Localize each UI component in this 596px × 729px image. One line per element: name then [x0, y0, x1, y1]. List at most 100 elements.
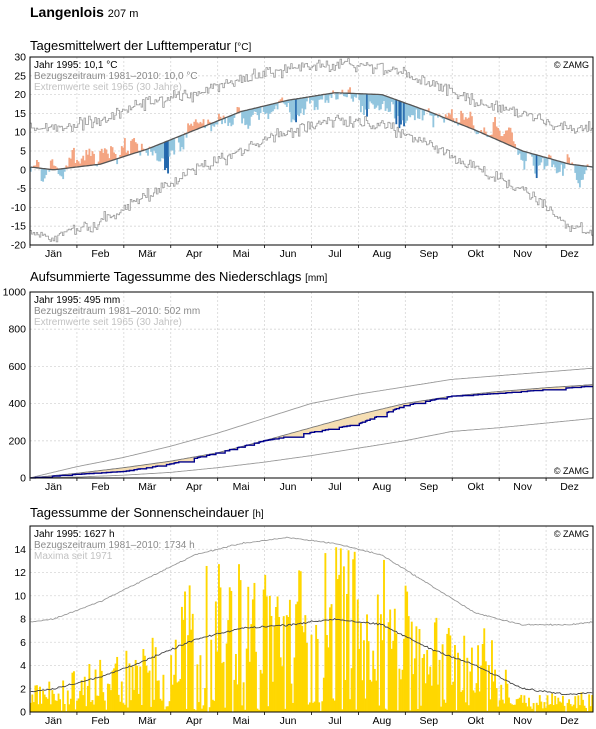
sunshine-ytick-label: 2: [20, 683, 26, 695]
temperature-day-bar: [106, 153, 109, 162]
sunshine-day-bar: [548, 704, 550, 712]
temperature-day-bar: [358, 93, 361, 101]
sunshine-day-bar: [350, 668, 353, 712]
sunshine-day-bar: [484, 661, 487, 712]
temperature-day-bar: [309, 96, 311, 104]
temperature-day-bar: [395, 99, 398, 125]
sunshine-day-bar: [474, 692, 476, 712]
temperature-day-bar: [29, 167, 32, 172]
temperature-day-bar: [470, 116, 473, 129]
sunshine-day-bar: [535, 702, 538, 712]
sunshine-day-bar: [120, 681, 123, 712]
sunshine-day-bar: [367, 641, 370, 712]
sunshine-day-bar: [82, 695, 85, 712]
sunshine-day-bar: [230, 590, 233, 712]
sunshine-day-bar: [52, 693, 55, 712]
sunshine-day-bar: [77, 698, 80, 712]
sunshine-day-bar: [355, 709, 358, 712]
temperature-day-bar: [489, 135, 492, 137]
temperature-day-bar: [469, 111, 472, 129]
sunshine-day-bar: [46, 698, 49, 712]
sunshine-day-bar: [481, 644, 484, 712]
sunshine-day-bar: [68, 704, 71, 712]
temperature-day-bar: [404, 103, 407, 124]
sunshine-day-bar: [572, 704, 575, 712]
temperature-day-bar: [65, 165, 68, 169]
temperature-day-bar: [102, 152, 105, 164]
temperature-day-bar: [523, 151, 526, 170]
sunshine-day-bar: [234, 654, 237, 712]
temperature-day-bar: [305, 97, 308, 102]
sunshine-day-bar: [196, 664, 199, 712]
sunshine-day-bar: [301, 625, 304, 712]
sunshine-day-bar: [250, 624, 253, 712]
temperature-day-bar: [347, 89, 350, 94]
temperature-day-bar: [191, 125, 194, 131]
sunshine-day-bar: [304, 615, 307, 712]
sunshine-day-bar: [130, 700, 132, 712]
temperature-day-bar: [276, 102, 279, 110]
sunshine-day-bar: [312, 702, 314, 712]
temperature-day-bar: [538, 155, 541, 166]
temperature-day-bar: [227, 116, 230, 126]
sunshine-day-bar: [159, 698, 162, 712]
temperature-day-bar: [582, 165, 584, 180]
sunshine-day-bar: [543, 702, 546, 712]
temperature-day-bar: [504, 130, 507, 144]
temperature-day-bar: [432, 113, 435, 128]
sunshine-day-bar: [267, 706, 270, 712]
sunshine-day-bar: [443, 699, 446, 712]
temperature-month-label: Jän: [45, 248, 62, 260]
sunshine-day-bar: [239, 580, 242, 712]
temperature-day-bar: [231, 114, 234, 125]
sunshine-day-bar: [265, 596, 268, 712]
sunshine-legend-year: Jahr 1995: 1627 h: [34, 529, 115, 540]
temperature-day-bar: [247, 109, 250, 129]
temperature-day-bar: [341, 89, 344, 94]
temperature-day-bar: [68, 157, 71, 168]
temperature-day-bar: [188, 125, 191, 133]
temperature-normal-line: [30, 92, 593, 171]
temperature-day-bar: [272, 103, 274, 112]
sunshine-day-bar: [218, 564, 220, 712]
temperature-day-bar: [100, 148, 103, 164]
sunshine-day-bar: [433, 622, 436, 712]
temperature-day-bar: [534, 154, 537, 174]
sunshine-day-bar: [489, 699, 492, 712]
temperature-day-bar: [256, 107, 259, 116]
sunshine-day-bar: [561, 695, 564, 712]
sunshine-day-bar: [179, 678, 182, 712]
temperature-day-bar: [114, 153, 117, 160]
temperature-day-bar: [373, 94, 376, 109]
sunshine-day-bar: [111, 670, 114, 712]
sunshine-day-bar: [529, 706, 532, 712]
temperature-day-bar: [142, 148, 145, 151]
temperature-day-bar: [586, 164, 589, 167]
sunshine-day-bar: [261, 673, 264, 712]
sunshine-day-bar: [86, 685, 89, 712]
sunshine-day-bar: [313, 701, 316, 712]
temperature-day-bar: [433, 113, 436, 116]
temperature-day-bar: [208, 121, 211, 125]
temperature-day-bar: [568, 157, 571, 165]
sunshine-day-bar: [520, 694, 523, 712]
temperature-day-bar: [458, 122, 461, 124]
temperature-bars: [29, 87, 594, 188]
temperature-day-bar: [99, 151, 102, 165]
sunshine-day-bar: [213, 700, 216, 712]
sunshine-day-bar: [568, 699, 571, 712]
sunshine-day-bar: [284, 708, 287, 712]
sunshine-day-bar: [531, 708, 534, 712]
sunshine-day-bar: [426, 649, 429, 712]
sunshine-day-bar: [409, 710, 412, 712]
temperature-day-bar: [463, 119, 466, 126]
temperature-day-bar: [492, 122, 495, 139]
sunshine-day-bar: [293, 657, 296, 712]
temperature-day-bar: [73, 147, 75, 168]
sunshine-day-bar: [123, 704, 126, 712]
sunshine-day-bar: [91, 700, 94, 712]
sunshine-day-bar: [341, 709, 344, 712]
sunshine-day-bar: [379, 614, 382, 712]
sunshine-day-bar: [491, 640, 493, 712]
temperature-day-bar: [54, 166, 57, 170]
